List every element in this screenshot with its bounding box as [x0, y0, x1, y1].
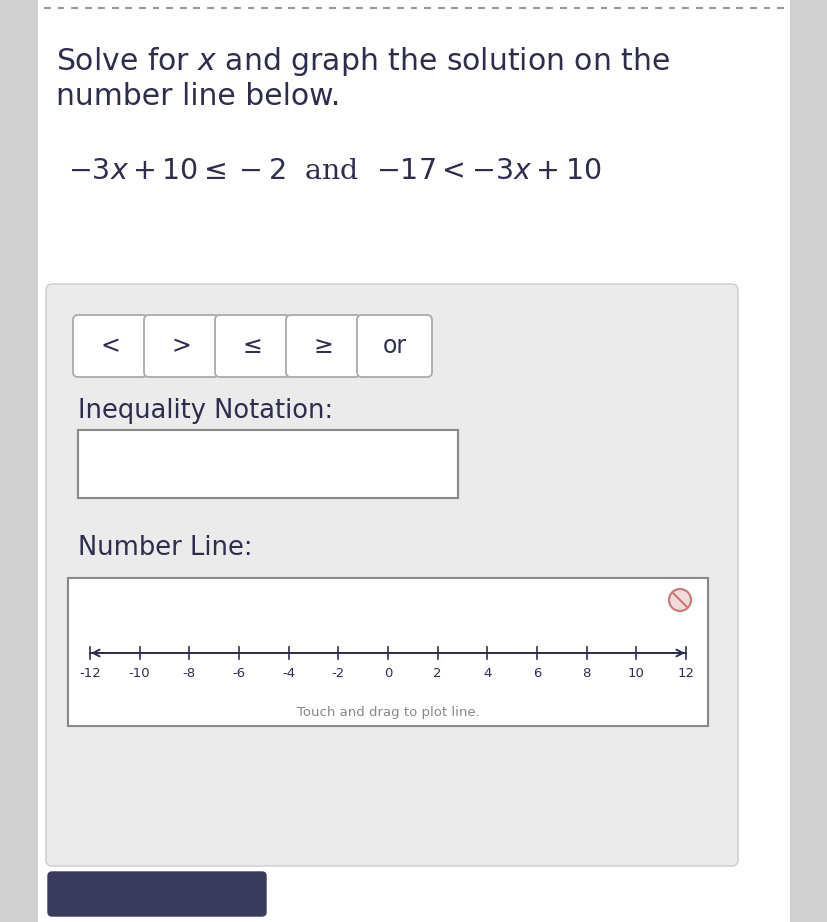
FancyBboxPatch shape	[285, 315, 361, 377]
Text: -4: -4	[282, 667, 295, 680]
Text: -6: -6	[232, 667, 246, 680]
Text: -10: -10	[129, 667, 151, 680]
FancyBboxPatch shape	[215, 315, 289, 377]
Text: >: >	[171, 334, 191, 358]
FancyBboxPatch shape	[144, 315, 218, 377]
Text: 4: 4	[483, 667, 491, 680]
Text: $-3x + 10 \leq -2$  and  $-17 < -3x + 10$: $-3x + 10 \leq -2$ and $-17 < -3x + 10$	[68, 158, 600, 185]
Text: 12: 12	[676, 667, 694, 680]
Text: Solve for $x$ and graph the solution on the: Solve for $x$ and graph the solution on …	[56, 45, 669, 78]
FancyBboxPatch shape	[46, 284, 737, 866]
Text: Touch and drag to plot line.: Touch and drag to plot line.	[296, 705, 479, 718]
Bar	[78, 430, 457, 498]
Text: 6: 6	[532, 667, 541, 680]
Text: 2: 2	[433, 667, 442, 680]
Text: 8: 8	[581, 667, 590, 680]
Text: or: or	[382, 334, 406, 358]
Circle shape	[668, 589, 691, 611]
Bar	[68, 578, 707, 726]
Bar	[0, 0, 38, 922]
FancyBboxPatch shape	[73, 315, 148, 377]
Text: <: <	[100, 334, 120, 358]
Text: 10: 10	[627, 667, 644, 680]
FancyBboxPatch shape	[48, 872, 265, 916]
Text: -12: -12	[79, 667, 101, 680]
Text: Number Line:: Number Line:	[78, 535, 252, 561]
Text: ≥: ≥	[313, 334, 333, 358]
Text: -8: -8	[183, 667, 196, 680]
Text: -2: -2	[332, 667, 345, 680]
Text: number line below.: number line below.	[56, 82, 340, 111]
Text: 0: 0	[384, 667, 392, 680]
Text: Inequality Notation:: Inequality Notation:	[78, 398, 332, 424]
Bar	[789, 0, 827, 922]
FancyBboxPatch shape	[356, 315, 432, 377]
Text: ≤: ≤	[242, 334, 262, 358]
